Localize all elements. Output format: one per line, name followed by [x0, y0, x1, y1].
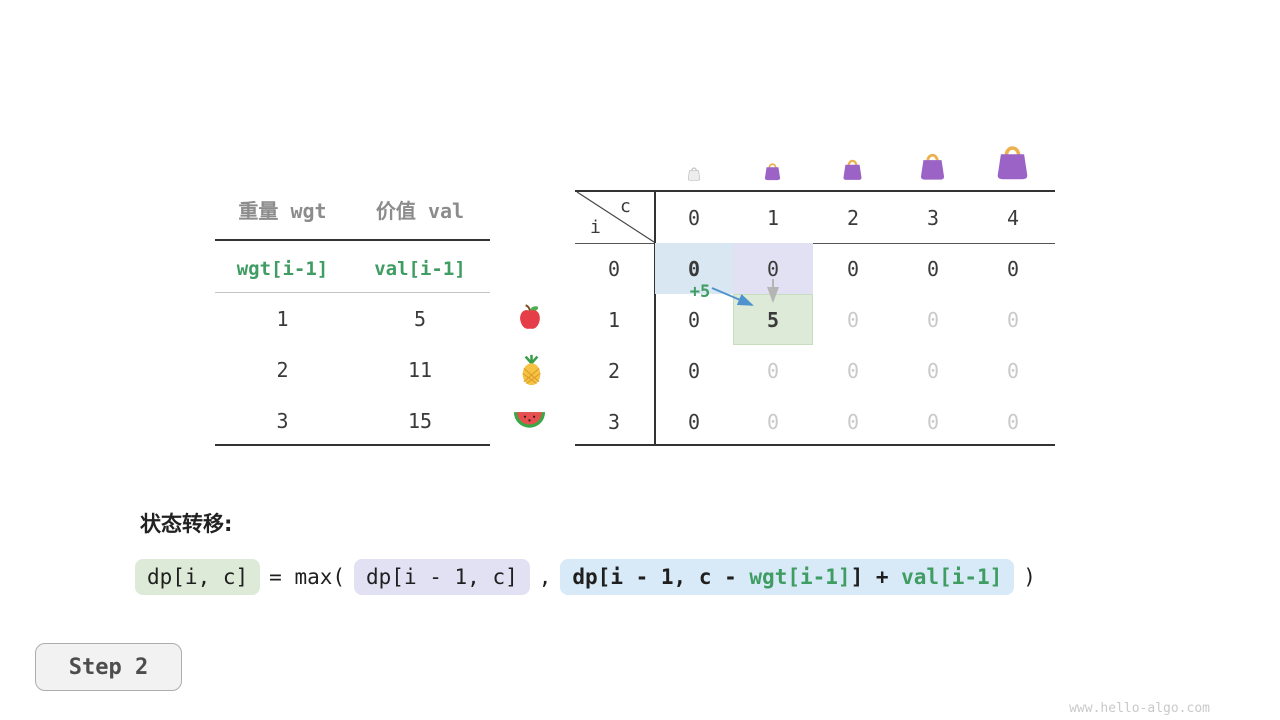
- dp-table-bottom-rule: [575, 444, 1055, 446]
- dp-cell-3-1: 0: [766, 409, 780, 434]
- dp-cell-1-1: 5: [766, 307, 780, 332]
- dp-cell-3-4: 0: [1006, 409, 1020, 434]
- dp-cell-2-3: 0: [926, 358, 940, 383]
- bag-outline-icon: [687, 167, 701, 181]
- dp-cell-1-2: 0: [846, 307, 860, 332]
- item-2-value: 11: [407, 358, 433, 382]
- dp-col-header-1: 1: [766, 205, 780, 230]
- dp-cell-0-2: 0: [846, 256, 860, 281]
- formula-option-take: dp[i - 1, c - wgt[i-1]] + val[i-1]: [560, 559, 1015, 595]
- dp-cell-3-2: 0: [846, 409, 860, 434]
- dp-cell-2-2: 0: [846, 358, 860, 383]
- formula-take-wgt: wgt[i-1]: [749, 565, 851, 589]
- dp-corner-diagonal: [576, 191, 655, 243]
- dp-row-label-0: 0: [607, 256, 621, 281]
- bag-large-icon: [920, 153, 945, 180]
- dp-col-header-2: 2: [846, 205, 860, 230]
- items-var-val: val[i-1]: [374, 258, 466, 280]
- items-col-header-weight: 重量 wgt: [238, 199, 327, 223]
- formula-equals-max: = max(: [269, 565, 346, 589]
- dp-cell-3-0: 0: [687, 409, 701, 434]
- dp-cell-2-0: 0: [687, 358, 701, 383]
- dp-col-header-0: 0: [687, 205, 701, 230]
- dp-table-header-rule: [575, 243, 1055, 244]
- dp-row-label-2: 2: [607, 358, 621, 383]
- formula-separator: ,: [538, 565, 552, 589]
- items-table-bottom-rule: [215, 444, 490, 446]
- dp-corner-row-var: i: [590, 217, 601, 238]
- apple-icon: [520, 304, 540, 329]
- items-col-header-value: 价值 val: [375, 199, 465, 223]
- formula-close-paren: ): [1023, 565, 1036, 589]
- dp-cell-2-4: 0: [1006, 358, 1020, 383]
- dp-cell-0-1: 0: [766, 256, 780, 281]
- dp-corner-col-var: c: [620, 196, 631, 217]
- site-watermark: www.hello-algo.com: [1069, 701, 1210, 716]
- dp-cell-0-4: 0: [1006, 256, 1020, 281]
- formula-take-part1: dp[i - 1, c -: [572, 565, 750, 589]
- item-3-value: 15: [407, 409, 433, 433]
- dp-cell-highlight-blue: [655, 243, 733, 294]
- dp-cell-3-3: 0: [926, 409, 940, 434]
- bag-medium-icon: [843, 159, 862, 180]
- dp-cell-1-3: 0: [926, 307, 940, 332]
- pineapple-icon: [522, 354, 541, 386]
- step-button[interactable]: Step 2: [35, 643, 182, 691]
- dp-row-label-1: 1: [607, 307, 621, 332]
- items-var-wgt: wgt[i-1]: [236, 258, 329, 280]
- dp-col-header-4: 4: [1006, 205, 1020, 230]
- dp-cell-1-4: 0: [1006, 307, 1020, 332]
- dp-col-header-3: 3: [926, 205, 940, 230]
- bag-small-icon: [764, 163, 781, 181]
- dp-row-label-3: 3: [607, 409, 621, 434]
- items-table-sub-rule: [215, 292, 490, 293]
- step-label: Step 2: [68, 654, 149, 680]
- bag-xlarge-icon: [997, 146, 1028, 180]
- formula-lhs: dp[i, c]: [135, 559, 261, 595]
- formula-take-part3: ] +: [850, 565, 902, 589]
- item-3-weight: 3: [276, 409, 289, 433]
- dp-table-top-rule: [575, 190, 1055, 192]
- dp-cell-0-0: 0: [687, 256, 701, 281]
- dp-cell-2-1: 0: [766, 358, 780, 383]
- dp-cell-1-0: 0: [687, 307, 701, 332]
- formula-take-val: val[i-1]: [901, 565, 1003, 589]
- dp-cell-0-3: 0: [926, 256, 940, 281]
- formula-heading: 状态转移:: [140, 512, 233, 536]
- transition-formula: dp[i, c] = max( dp[i - 1, c] , dp[i - 1,…: [135, 559, 1036, 595]
- dp-table-vertical-rule: [654, 190, 656, 446]
- watermelon-icon: [513, 412, 546, 428]
- item-1-weight: 1: [276, 307, 289, 331]
- transition-gain-label: +5: [689, 282, 711, 302]
- item-1-value: 5: [413, 307, 427, 331]
- item-2-weight: 2: [276, 358, 289, 382]
- items-table-header-rule: [215, 239, 490, 241]
- formula-option-skip: dp[i - 1, c]: [354, 559, 530, 595]
